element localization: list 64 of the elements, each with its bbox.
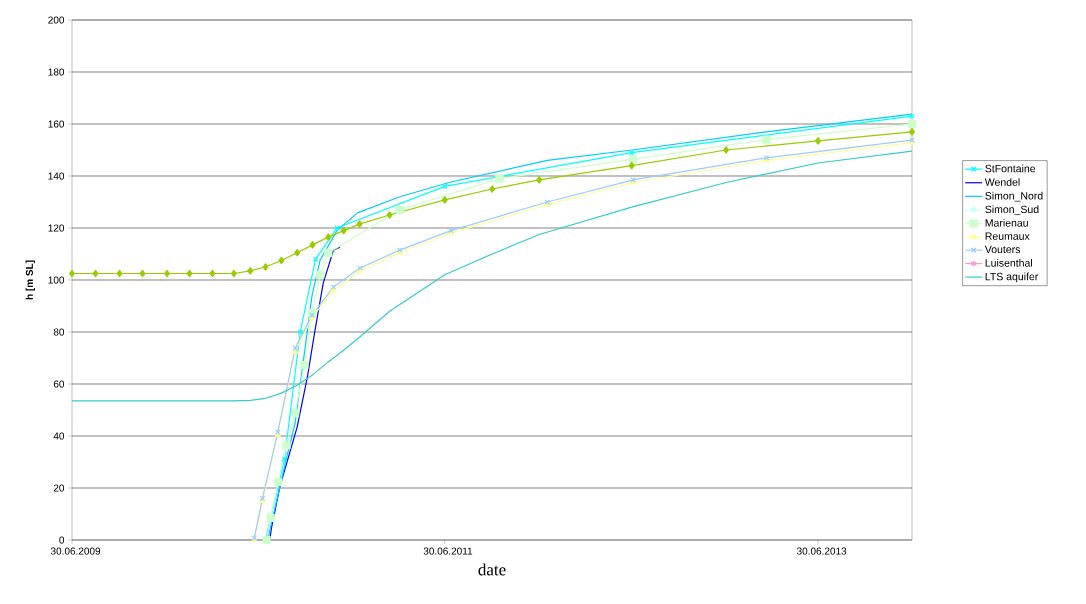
point xyxy=(274,477,283,487)
point xyxy=(723,146,730,154)
point xyxy=(116,269,123,278)
point xyxy=(92,269,99,278)
legend-label: Luisenthal xyxy=(985,258,1032,267)
point xyxy=(309,241,316,249)
point xyxy=(230,269,237,278)
point xyxy=(297,329,303,335)
y-tick-label: 80 xyxy=(53,328,65,336)
point xyxy=(209,269,216,278)
legend-label: StFontaine xyxy=(985,164,1036,173)
point xyxy=(312,256,319,262)
point xyxy=(340,226,347,235)
x-tick-label: 30.06.2013 xyxy=(796,547,847,555)
y-tick-label: 20 xyxy=(53,484,65,492)
point xyxy=(489,185,496,193)
point xyxy=(294,248,301,257)
x-tick-label: 30.06.2011 xyxy=(423,547,473,555)
y-tick-label: 100 xyxy=(48,276,65,284)
point xyxy=(909,127,916,136)
point xyxy=(281,456,288,463)
point xyxy=(628,161,635,170)
point xyxy=(762,135,771,144)
point xyxy=(266,513,275,522)
point xyxy=(441,196,448,204)
point xyxy=(325,233,332,241)
legend-label: Marienau xyxy=(985,218,1028,227)
y-tick-label: 140 xyxy=(48,172,65,180)
x-tick-label: 30.06.2009 xyxy=(50,547,101,555)
point xyxy=(247,267,254,275)
point xyxy=(163,269,170,278)
point xyxy=(815,137,822,145)
point xyxy=(907,119,917,129)
y-tick-label: 60 xyxy=(53,380,65,388)
legend-label: Vouters xyxy=(984,245,1021,254)
legend-label: Reumaux xyxy=(985,232,1030,240)
y-axis-title: h [m SL] xyxy=(25,260,35,300)
legend-label: Simon_Sud xyxy=(985,205,1039,216)
legend-label: Wendel xyxy=(984,178,1020,186)
legend-label: LTS aquifer xyxy=(985,272,1039,283)
legend-label: Simon_Nord xyxy=(985,191,1043,202)
point xyxy=(629,154,638,164)
point xyxy=(186,269,193,278)
point xyxy=(282,441,291,450)
y-tick-label: 160 xyxy=(48,120,65,128)
point xyxy=(139,269,146,278)
y-tick-label: 200 xyxy=(48,16,65,24)
y-tick-label: 40 xyxy=(53,432,65,440)
point xyxy=(300,360,309,370)
point xyxy=(536,176,543,184)
point xyxy=(316,270,325,279)
point xyxy=(262,263,269,271)
point xyxy=(356,220,363,228)
x-axis-title: date xyxy=(478,563,506,576)
y-tick-label: 120 xyxy=(48,224,65,232)
point xyxy=(442,183,448,190)
point xyxy=(386,211,393,219)
point xyxy=(495,174,504,183)
y-tick-label: 0 xyxy=(59,536,65,544)
point xyxy=(278,256,285,265)
y-tick-label: 180 xyxy=(48,68,65,76)
point xyxy=(324,248,333,258)
point xyxy=(291,409,300,418)
point xyxy=(395,205,404,214)
